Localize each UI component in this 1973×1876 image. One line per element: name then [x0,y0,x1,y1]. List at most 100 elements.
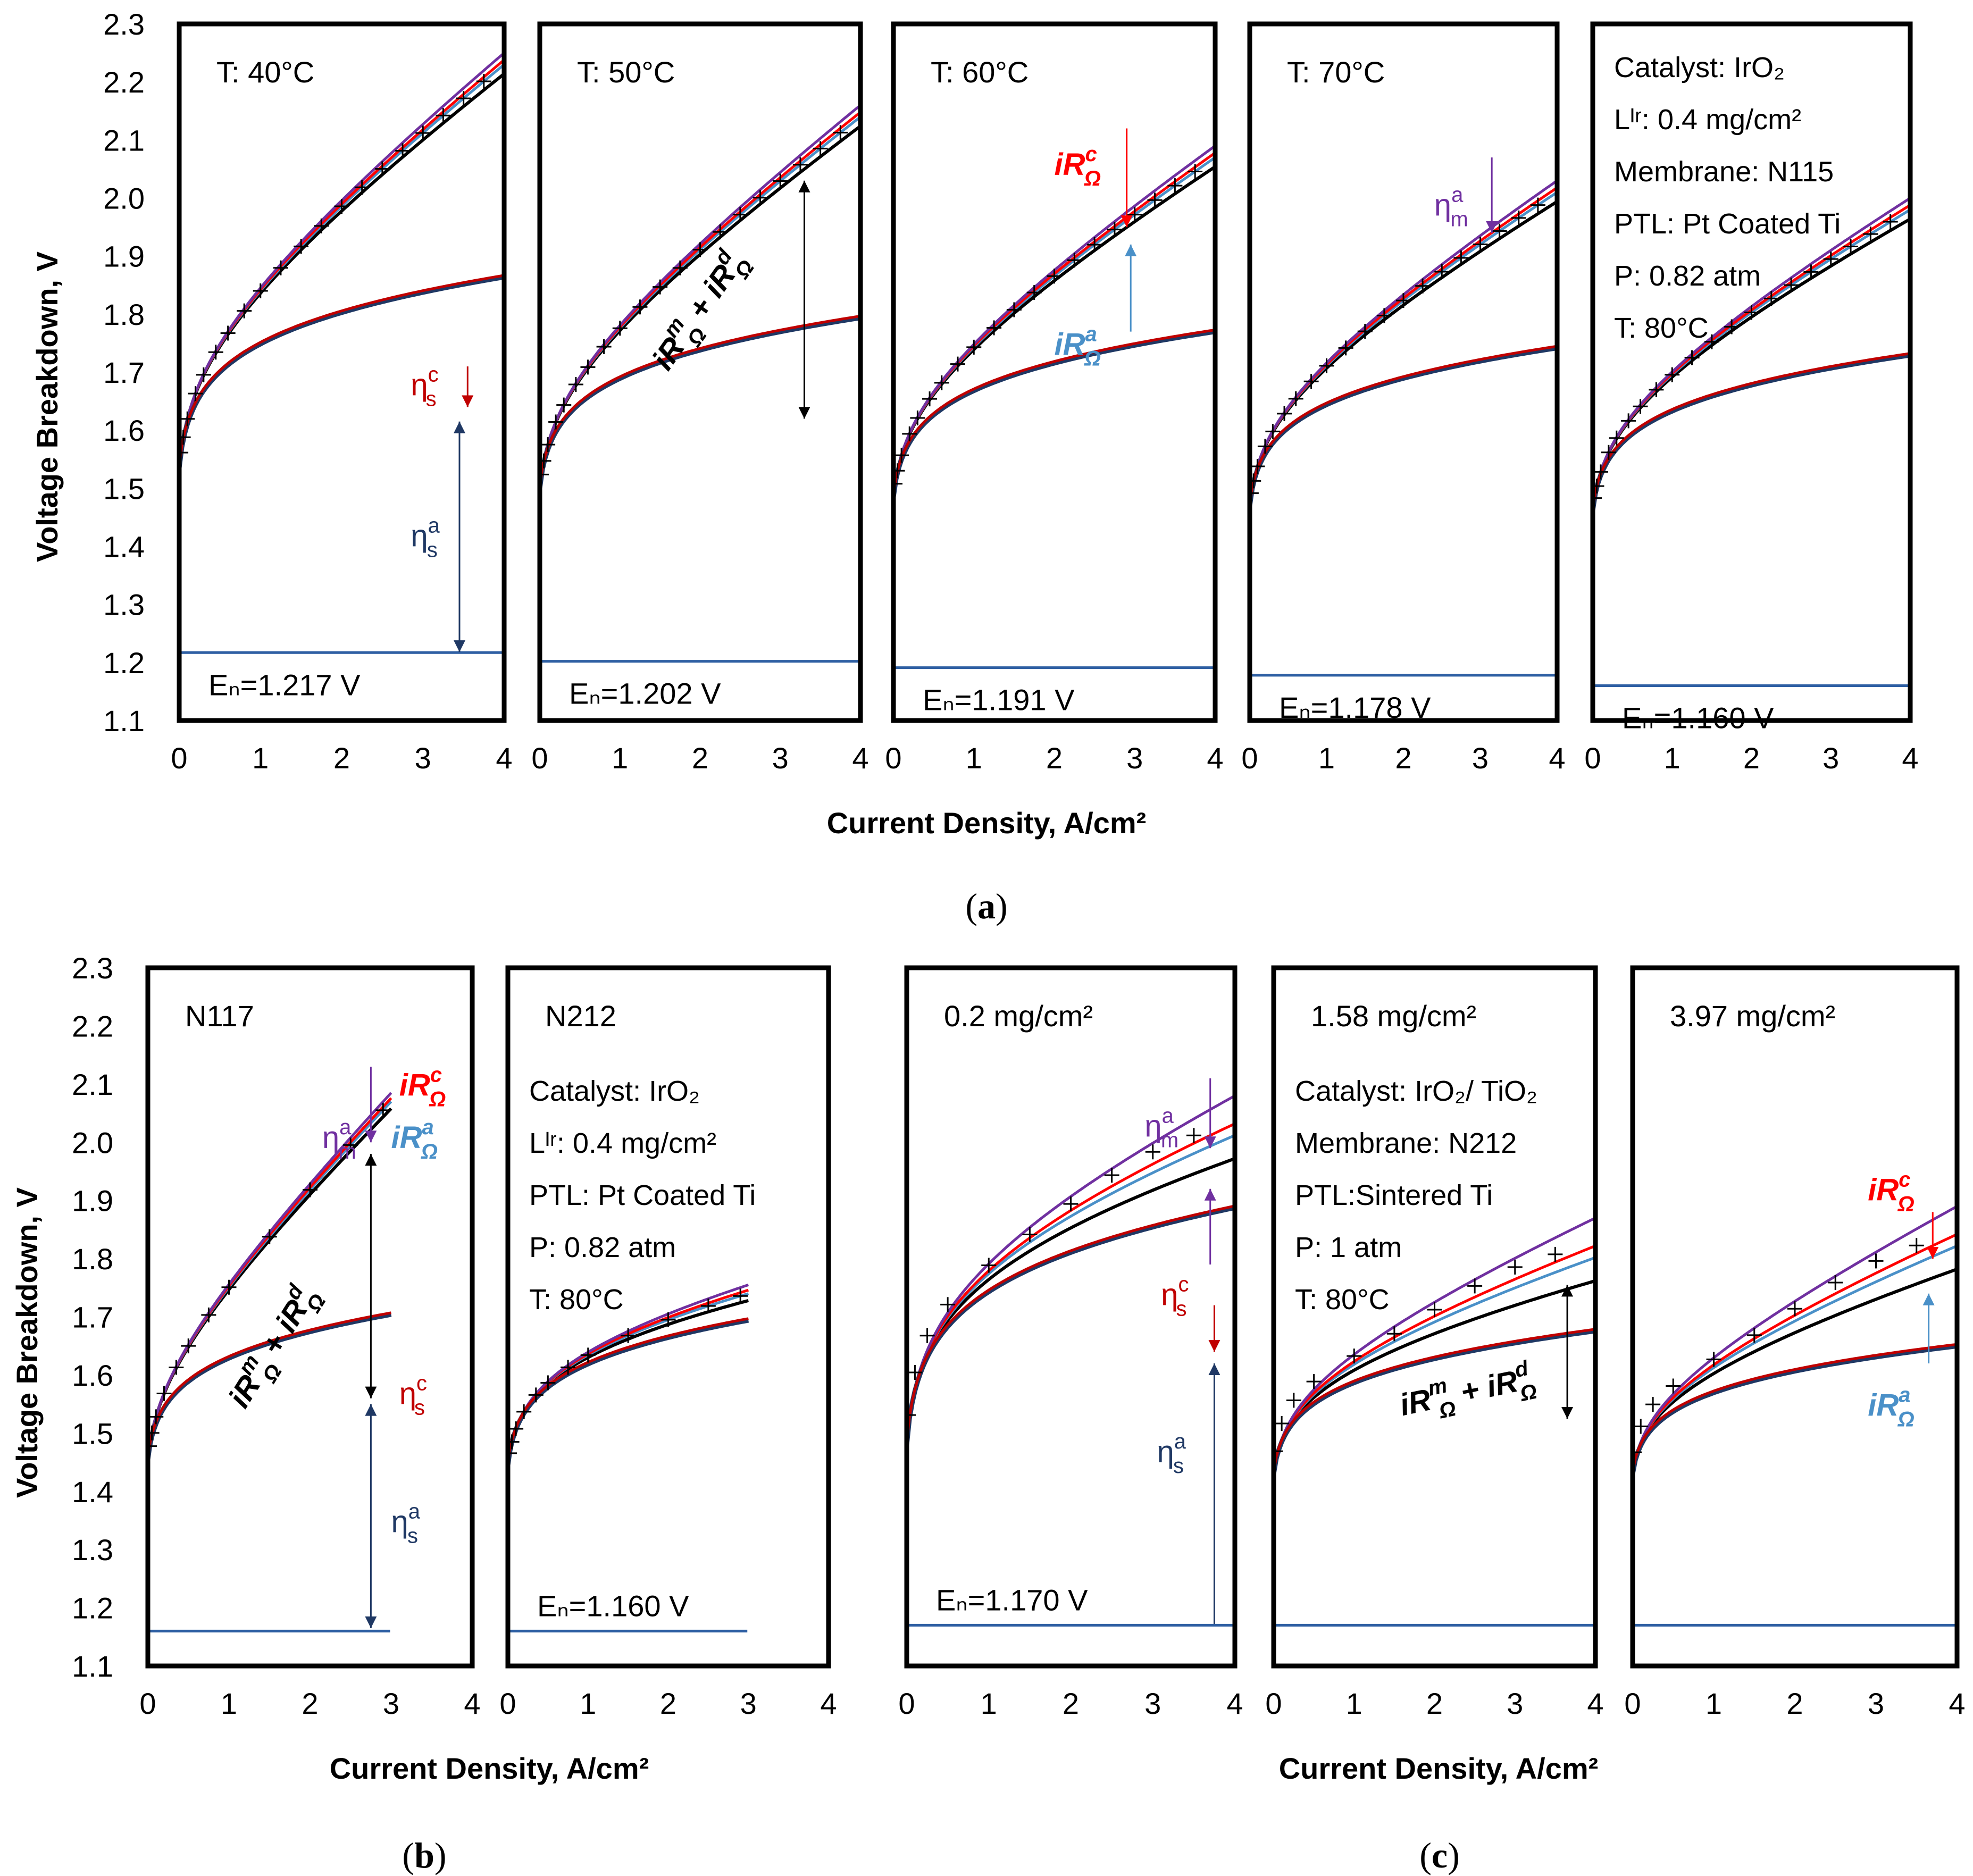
x-tick-label: 0 [171,741,187,775]
panel-title: T: 70°C [1287,55,1385,89]
measured-point [273,260,288,275]
measured-point [1530,197,1545,213]
y-tick-label: 1.7 [103,356,145,389]
eta-s-anode-line [893,329,1215,498]
annotation-label: iRmΩ + iRdΩ [218,1277,330,1418]
annotation-label: iRc Ω [1055,143,1101,190]
measured-point [1434,264,1450,280]
arrow-head [462,395,474,407]
measured-point [156,1386,172,1401]
measured-point [1250,473,1261,489]
y-tick-label: 2.3 [103,7,145,41]
chart-panel-2: 0 1 2 3 4 T: 50°C Eₙ=1.202 V iRmΩ + iRdΩ [531,21,869,775]
measured-point [508,1434,520,1450]
caption-a: (a) [965,886,1007,926]
nernst-label: Eₙ=1.202 V [569,677,721,710]
measured-point [672,260,688,275]
measured-point [1147,192,1163,208]
measured-point [753,190,768,205]
measured-point [893,463,905,479]
annotation-label: ηc s [1161,1273,1189,1321]
y-tick-label: 2.0 [72,1126,113,1159]
y-tick-label: 1.4 [72,1475,113,1509]
measured-point [1288,391,1303,406]
measured-point [1047,269,1062,284]
measured-point [314,218,329,233]
measured-point [148,1425,160,1440]
measured-point [1427,1302,1442,1317]
annotation-label: iRmΩ + iRdΩ [641,242,759,381]
annotation-label: ηa m [1434,183,1468,231]
info-line: Membrane: N115 [1614,156,1834,188]
plot-area [1633,1205,1957,1627]
annotation-label: ηa m [322,1116,356,1163]
x-tick-label: 1 [580,1687,596,1720]
x-axis-label-b: Current Density, A/cm² [330,1752,649,1785]
x-tick-label: 2 [1786,1687,1803,1720]
measured-point [1492,223,1507,239]
annotation-label: iRc Ω [1868,1168,1914,1216]
ir-anode-line [1633,1244,1957,1475]
x-tick-label: 1 [1318,741,1335,775]
annotation-label: ηa m [1144,1104,1178,1152]
panel-frame [1590,21,1913,723]
panel-frame [177,21,507,723]
x-tick-label: 2 [302,1687,318,1720]
x-tick-label: 3 [1472,741,1489,775]
eta-s-cathode-line [179,274,504,467]
measured-point [1145,1144,1160,1160]
measured-point [981,1258,997,1273]
measured-point [1601,445,1616,460]
panel-title: N117 [185,999,254,1033]
full-model-line [1633,1267,1957,1475]
eta-s-anode-line [179,274,504,468]
eta-s-anode-line [1274,1328,1595,1475]
arrow-head [1125,244,1137,256]
panel-title: 1.58 mg/cm² [1311,999,1476,1033]
measured-point [1828,1275,1843,1290]
eta-m-anode-line [179,52,504,468]
nernst-label: Eₙ=1.191 V [923,683,1075,717]
arrow-head [1561,1285,1574,1297]
x-tick-label: 3 [1507,1687,1523,1720]
measured-point [1621,413,1636,429]
measured-point [1511,210,1526,225]
measured-point [1706,1352,1721,1367]
measured-point [1265,424,1281,439]
measured-point [934,375,949,390]
x-tick-label: 4 [496,741,512,775]
x-tick-label: 0 [1265,1687,1282,1720]
y-tick-label: 2.0 [103,182,145,215]
measured-point [1784,278,1799,293]
eta-s-cathode-line [907,1204,1235,1444]
info-line: Lᴵʳ: 0.4 mg/cm² [529,1127,716,1159]
panel-title: T: 50°C [577,55,675,89]
eta-s-anode-line [148,1312,392,1460]
chart-panel-6: 0 1 2 3 4 1.1 1.2 1.3 1.4 1.5 1.6 1.7 1.8 1.9 2.0 2.1 2.… [72,951,480,1720]
annotation-label: ηc s [411,363,438,411]
info-line: T: 80°C [1614,312,1709,344]
measured-point [632,299,648,315]
measured-point [208,345,223,360]
measured-point [476,73,491,89]
plot-area [148,1092,392,1632]
y-tick-label: 2.1 [103,123,145,157]
measured-point [1684,350,1700,365]
x-tick-label: 4 [852,741,868,775]
measured-point [596,339,612,354]
info-line: Catalyst: IrO₂ [1614,52,1785,83]
annotation-label: iRa Ω [391,1116,438,1163]
arrow-head [365,1404,377,1416]
x-tick-label: 2 [1743,741,1760,775]
eta-m-anode-line [1633,1205,1957,1475]
measured-point [1453,250,1469,266]
annotation-label: ηa s [391,1500,421,1547]
measured-point [580,1347,596,1363]
measured-point [894,448,909,463]
caption-b: (b) [402,1835,446,1875]
info-line: Membrane: N212 [1295,1127,1517,1159]
eta-s-cathode-line [1633,1343,1957,1473]
measured-point [1868,1253,1884,1269]
y-tick-label: 1.8 [72,1242,113,1276]
y-tick-label: 1.9 [72,1184,113,1218]
